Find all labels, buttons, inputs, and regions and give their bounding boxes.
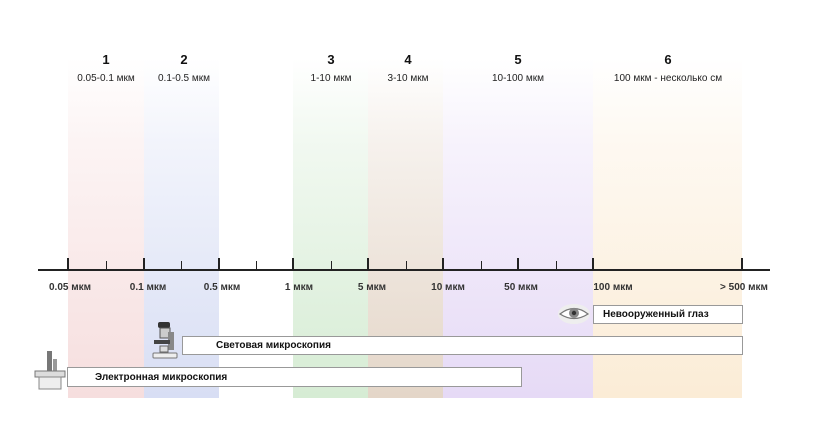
naked-eye-range-bar: Невооруженный глаз (593, 305, 743, 324)
electron-microscope-icon (34, 351, 66, 390)
range-label: 10-100 мкм (491, 73, 545, 84)
minor-tick (406, 261, 407, 270)
scale-axis (38, 269, 770, 271)
naked-eye-label: Невооруженный глаз (603, 309, 709, 320)
minor-tick (106, 261, 107, 270)
range-number: 5 (514, 52, 522, 67)
range-header-5: 5 10-100 мкм (492, 52, 544, 84)
range-number: 4 (404, 52, 412, 67)
range-number: 3 (327, 52, 335, 67)
range-label: 100 мкм - несколько см (613, 73, 723, 84)
axis-label: 0.1 мкм (129, 282, 167, 293)
minor-tick (181, 261, 182, 270)
minor-tick (481, 261, 482, 270)
electron-microscopy-range-bar: Электронная микроскопия (67, 367, 522, 387)
axis-label: 50 мкм (504, 282, 538, 293)
range-label: 3-10 мкм (387, 73, 429, 84)
major-tick (67, 258, 69, 270)
minor-tick (256, 261, 257, 270)
major-tick (592, 258, 594, 270)
axis-label: 0.5 мкм (203, 282, 241, 293)
minor-tick (331, 261, 332, 270)
minor-tick (556, 261, 557, 270)
eye-icon (558, 304, 590, 324)
range-label: 0.1-0.5 мкм (157, 73, 211, 84)
major-tick (218, 258, 220, 270)
axis-label: > 500 мкм (720, 282, 768, 293)
range-header-6: 6 100 мкм - несколько см (614, 52, 722, 84)
light-microscope-icon (152, 322, 178, 359)
band-1 (68, 58, 144, 398)
electron-microscopy-label: Электронная микроскопия (95, 371, 228, 383)
range-label: 0.05-0.1 мкм (77, 73, 135, 84)
range-header-4: 4 3-10 мкм (388, 52, 429, 84)
axis-label: 0.05 мкм (48, 282, 92, 293)
axis-label: 5 мкм (357, 282, 387, 293)
major-tick (367, 258, 369, 270)
axis-label: 10 мкм (431, 282, 465, 293)
range-number: 1 (102, 52, 110, 67)
range-number: 2 (180, 52, 188, 67)
range-number: 6 (664, 52, 672, 67)
major-tick (442, 258, 444, 270)
light-microscopy-label: Световая микроскопия (216, 340, 331, 351)
range-label: 1-10 мкм (310, 73, 352, 84)
axis-label: 1 мкм (284, 282, 314, 293)
range-header-3: 3 1-10 мкм (311, 52, 352, 84)
major-tick (517, 258, 519, 270)
range-header-1: 1 0.05-0.1 мкм (77, 52, 135, 84)
range-header-2: 2 0.1-0.5 мкм (158, 52, 210, 84)
major-tick (741, 258, 743, 270)
axis-label: 100 мкм (593, 282, 633, 293)
major-tick (292, 258, 294, 270)
major-tick (143, 258, 145, 270)
light-microscopy-range-bar: Световая микроскопия (182, 336, 743, 355)
